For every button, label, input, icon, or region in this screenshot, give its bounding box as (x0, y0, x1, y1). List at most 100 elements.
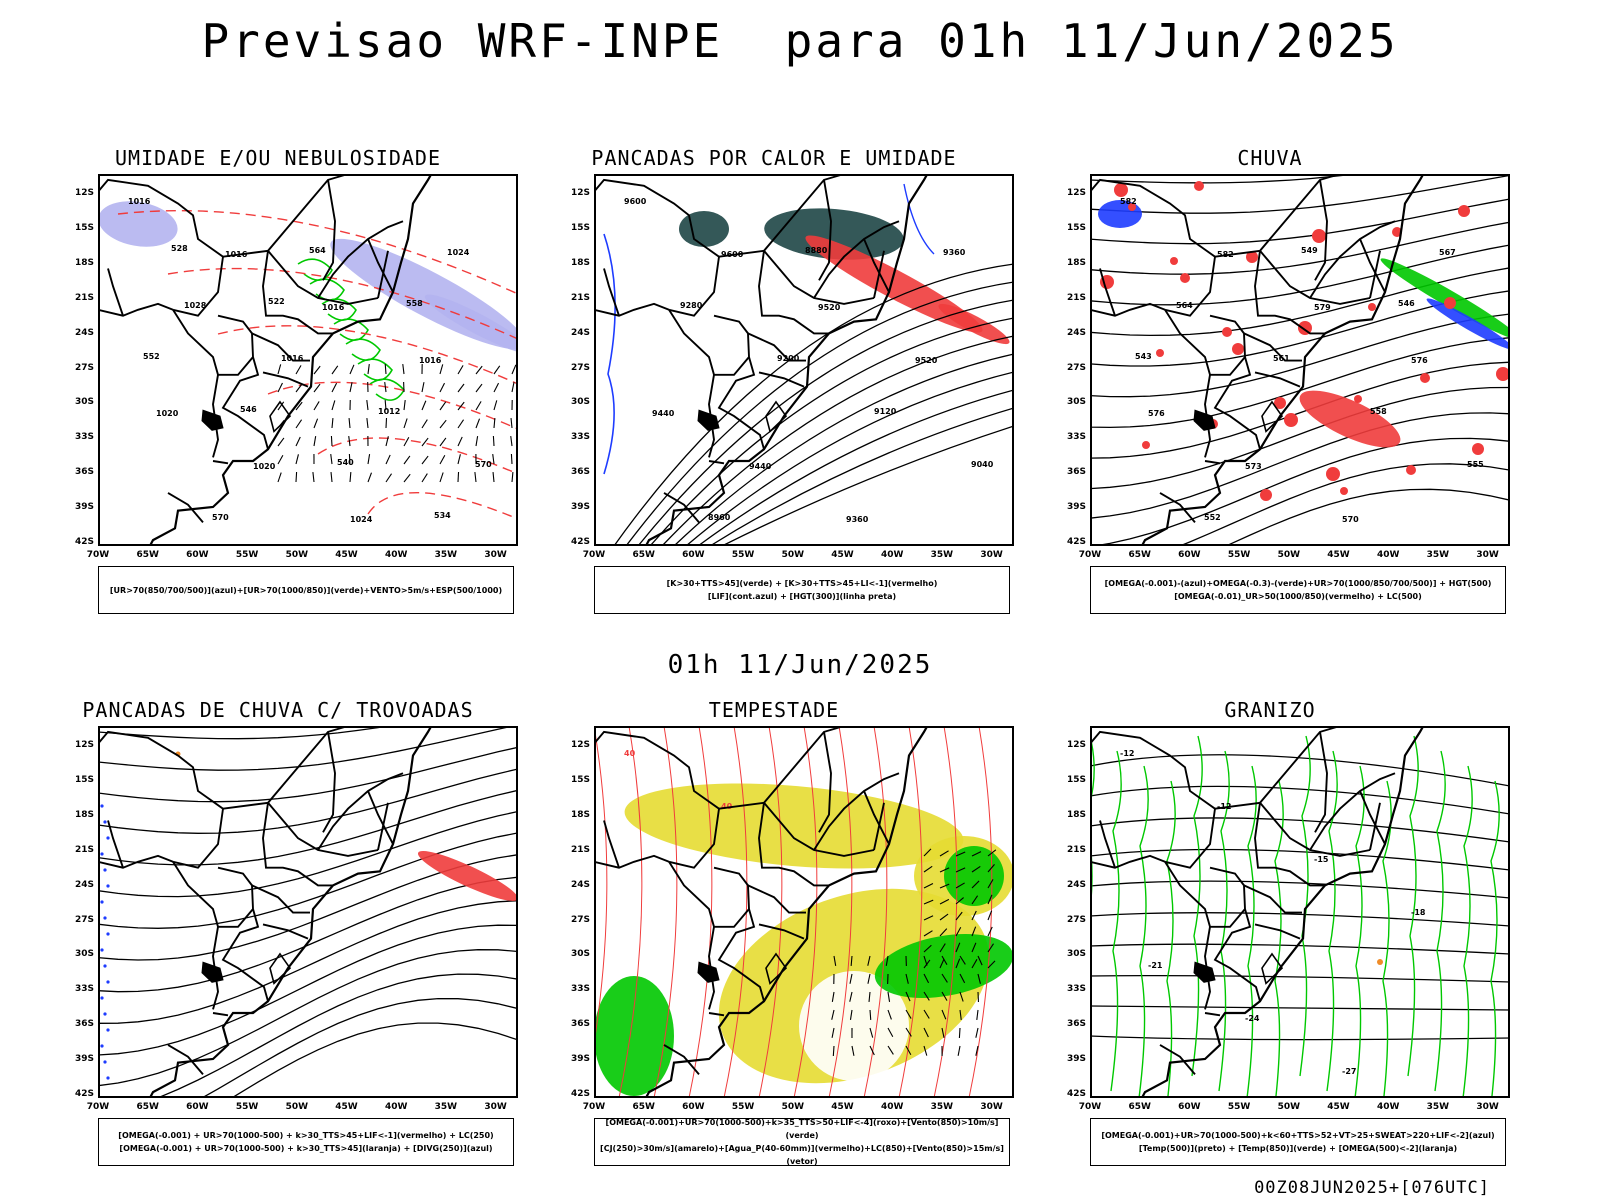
latitude-tick-label: 39S (74, 502, 94, 513)
wind-arrow (277, 472, 282, 483)
panel-title: PANCADAS POR CALOR E UMIDADE (591, 146, 957, 170)
wind-arrow (831, 1027, 835, 1038)
longitude-tick-label: 55W (1227, 1102, 1251, 1112)
rain-cell-red (1406, 465, 1416, 475)
legend-line: [K>30+TTS>45](verde) + [K>30+TTS>45+LI<-… (666, 579, 938, 588)
latitude-tick-label: 21S (1066, 844, 1086, 855)
streamline (98, 768, 518, 834)
wind-arrow (850, 955, 853, 967)
state-border (98, 178, 225, 317)
state-border (98, 730, 225, 869)
contour-label: 558 (1370, 407, 1387, 416)
state-border (1214, 174, 1341, 258)
latitude-tick-label: 12S (1066, 188, 1086, 198)
contour-label: 552 (143, 352, 160, 361)
streamline-850-red (758, 726, 783, 1098)
temperature-850-contour (1326, 750, 1338, 1092)
wind-arrow (987, 943, 994, 953)
rain-cell-red (1496, 367, 1510, 381)
streamline (98, 746, 518, 803)
contour-label: 40 (624, 749, 636, 758)
contour-label: 1016 (322, 303, 345, 312)
longitude-tick-label: 30W (980, 1102, 1003, 1112)
latitude-tick-label: 42S (570, 1089, 590, 1099)
state-border (1159, 1044, 1196, 1076)
wind-arrow (869, 1009, 872, 1021)
longitude-tick-label: 60W (1178, 1102, 1201, 1112)
wind-arrow (330, 454, 333, 465)
longitude-tick-label: 35W (1426, 1102, 1450, 1112)
streamline (1090, 412, 1510, 519)
longitude-tick-label: 40W (384, 550, 408, 560)
latitude-tick-label: 12S (74, 740, 94, 750)
state-border (708, 460, 725, 465)
wind-arrow (971, 942, 977, 953)
longitude-tick-label: 70W (1078, 1102, 1102, 1112)
lagoa-dos-patos (765, 952, 788, 985)
map-border (1090, 174, 1510, 546)
legend-line: [OMEGA(-0.001)+UR>70(1000-500)+k>35_TTS>… (605, 1118, 999, 1140)
wind-arrow (941, 1027, 945, 1038)
rain-cell-red (1156, 349, 1164, 357)
panel-title: TEMPESTADE (708, 698, 840, 722)
longitude-tick-label: 60W (186, 1102, 209, 1112)
wind-arrow (923, 899, 934, 905)
contour-label: 9600 (624, 197, 647, 206)
rain-cell-red (1299, 390, 1401, 448)
wind-arrow (923, 883, 934, 889)
panel-chuva: CHUVA 582 582 579 576 576 573 570 567 564 561 558 55… (1030, 146, 1510, 636)
wind-arrow (955, 942, 961, 953)
wind-arrow (295, 436, 301, 447)
contour-label: 546 (240, 405, 257, 414)
wind-arrow (348, 436, 351, 447)
wind-arrow (277, 437, 285, 447)
contour-label: -15 (1314, 855, 1329, 864)
thickness-contour-red (367, 492, 518, 520)
state-border (262, 371, 309, 388)
wind-arrow (975, 1045, 979, 1056)
state-border (718, 726, 845, 810)
map-canvas: -12 -12 -15 -18 -21 -24 -27 (1090, 726, 1510, 1098)
streamline (98, 876, 518, 993)
wind-arrow (385, 436, 389, 447)
wind-arrow (403, 400, 406, 411)
latitude-tick-label: 42S (74, 537, 94, 547)
divergence-dot-blue (106, 836, 110, 840)
wind-arrow (295, 419, 303, 429)
longitude-tick-label: 70W (582, 550, 606, 560)
streamline-850-red (594, 726, 608, 1047)
temperature-500-contour (1090, 943, 1510, 955)
rain-cell-red (1274, 397, 1286, 409)
state-border (267, 250, 379, 305)
state-border (863, 790, 890, 845)
state-border (222, 174, 349, 258)
wind-arrow (941, 973, 948, 983)
state-border (1214, 726, 1341, 810)
wind-arrow (887, 991, 891, 1002)
latitude-tick-label: 27S (570, 914, 590, 925)
state-border (317, 220, 404, 299)
latitude-tick-label: 12S (570, 188, 590, 198)
wind-arrow (923, 930, 933, 937)
rain-cell-red (1472, 443, 1484, 455)
wind-arrow (511, 364, 517, 375)
latitude-tick-label: 18S (570, 257, 590, 268)
contour-label: 8880 (805, 246, 828, 255)
latitude-tick-label: 15S (74, 774, 94, 785)
wind-arrow (313, 401, 320, 411)
wind-arrow (492, 471, 495, 483)
divergence-dot-blue (106, 980, 110, 984)
wind-arrow (421, 382, 425, 393)
contour-label: 552 (1204, 513, 1221, 522)
contour-label: -12 (1120, 749, 1134, 758)
legend-line: [CJ(250)>30m/s](amarelo)+[Agua_P(40-60mm… (600, 1144, 1004, 1166)
humidity-contour-green (357, 358, 393, 381)
rain-cell-red (1114, 183, 1128, 197)
wind-arrow (923, 1027, 929, 1038)
longitude-tick-label: 60W (682, 550, 705, 560)
state-border (708, 1012, 725, 1017)
contour-label: 8960 (708, 513, 731, 522)
longitude-tick-label: 40W (1376, 550, 1400, 560)
latitude-tick-label: 24S (74, 879, 94, 890)
contour-label: 546 (1398, 299, 1415, 308)
